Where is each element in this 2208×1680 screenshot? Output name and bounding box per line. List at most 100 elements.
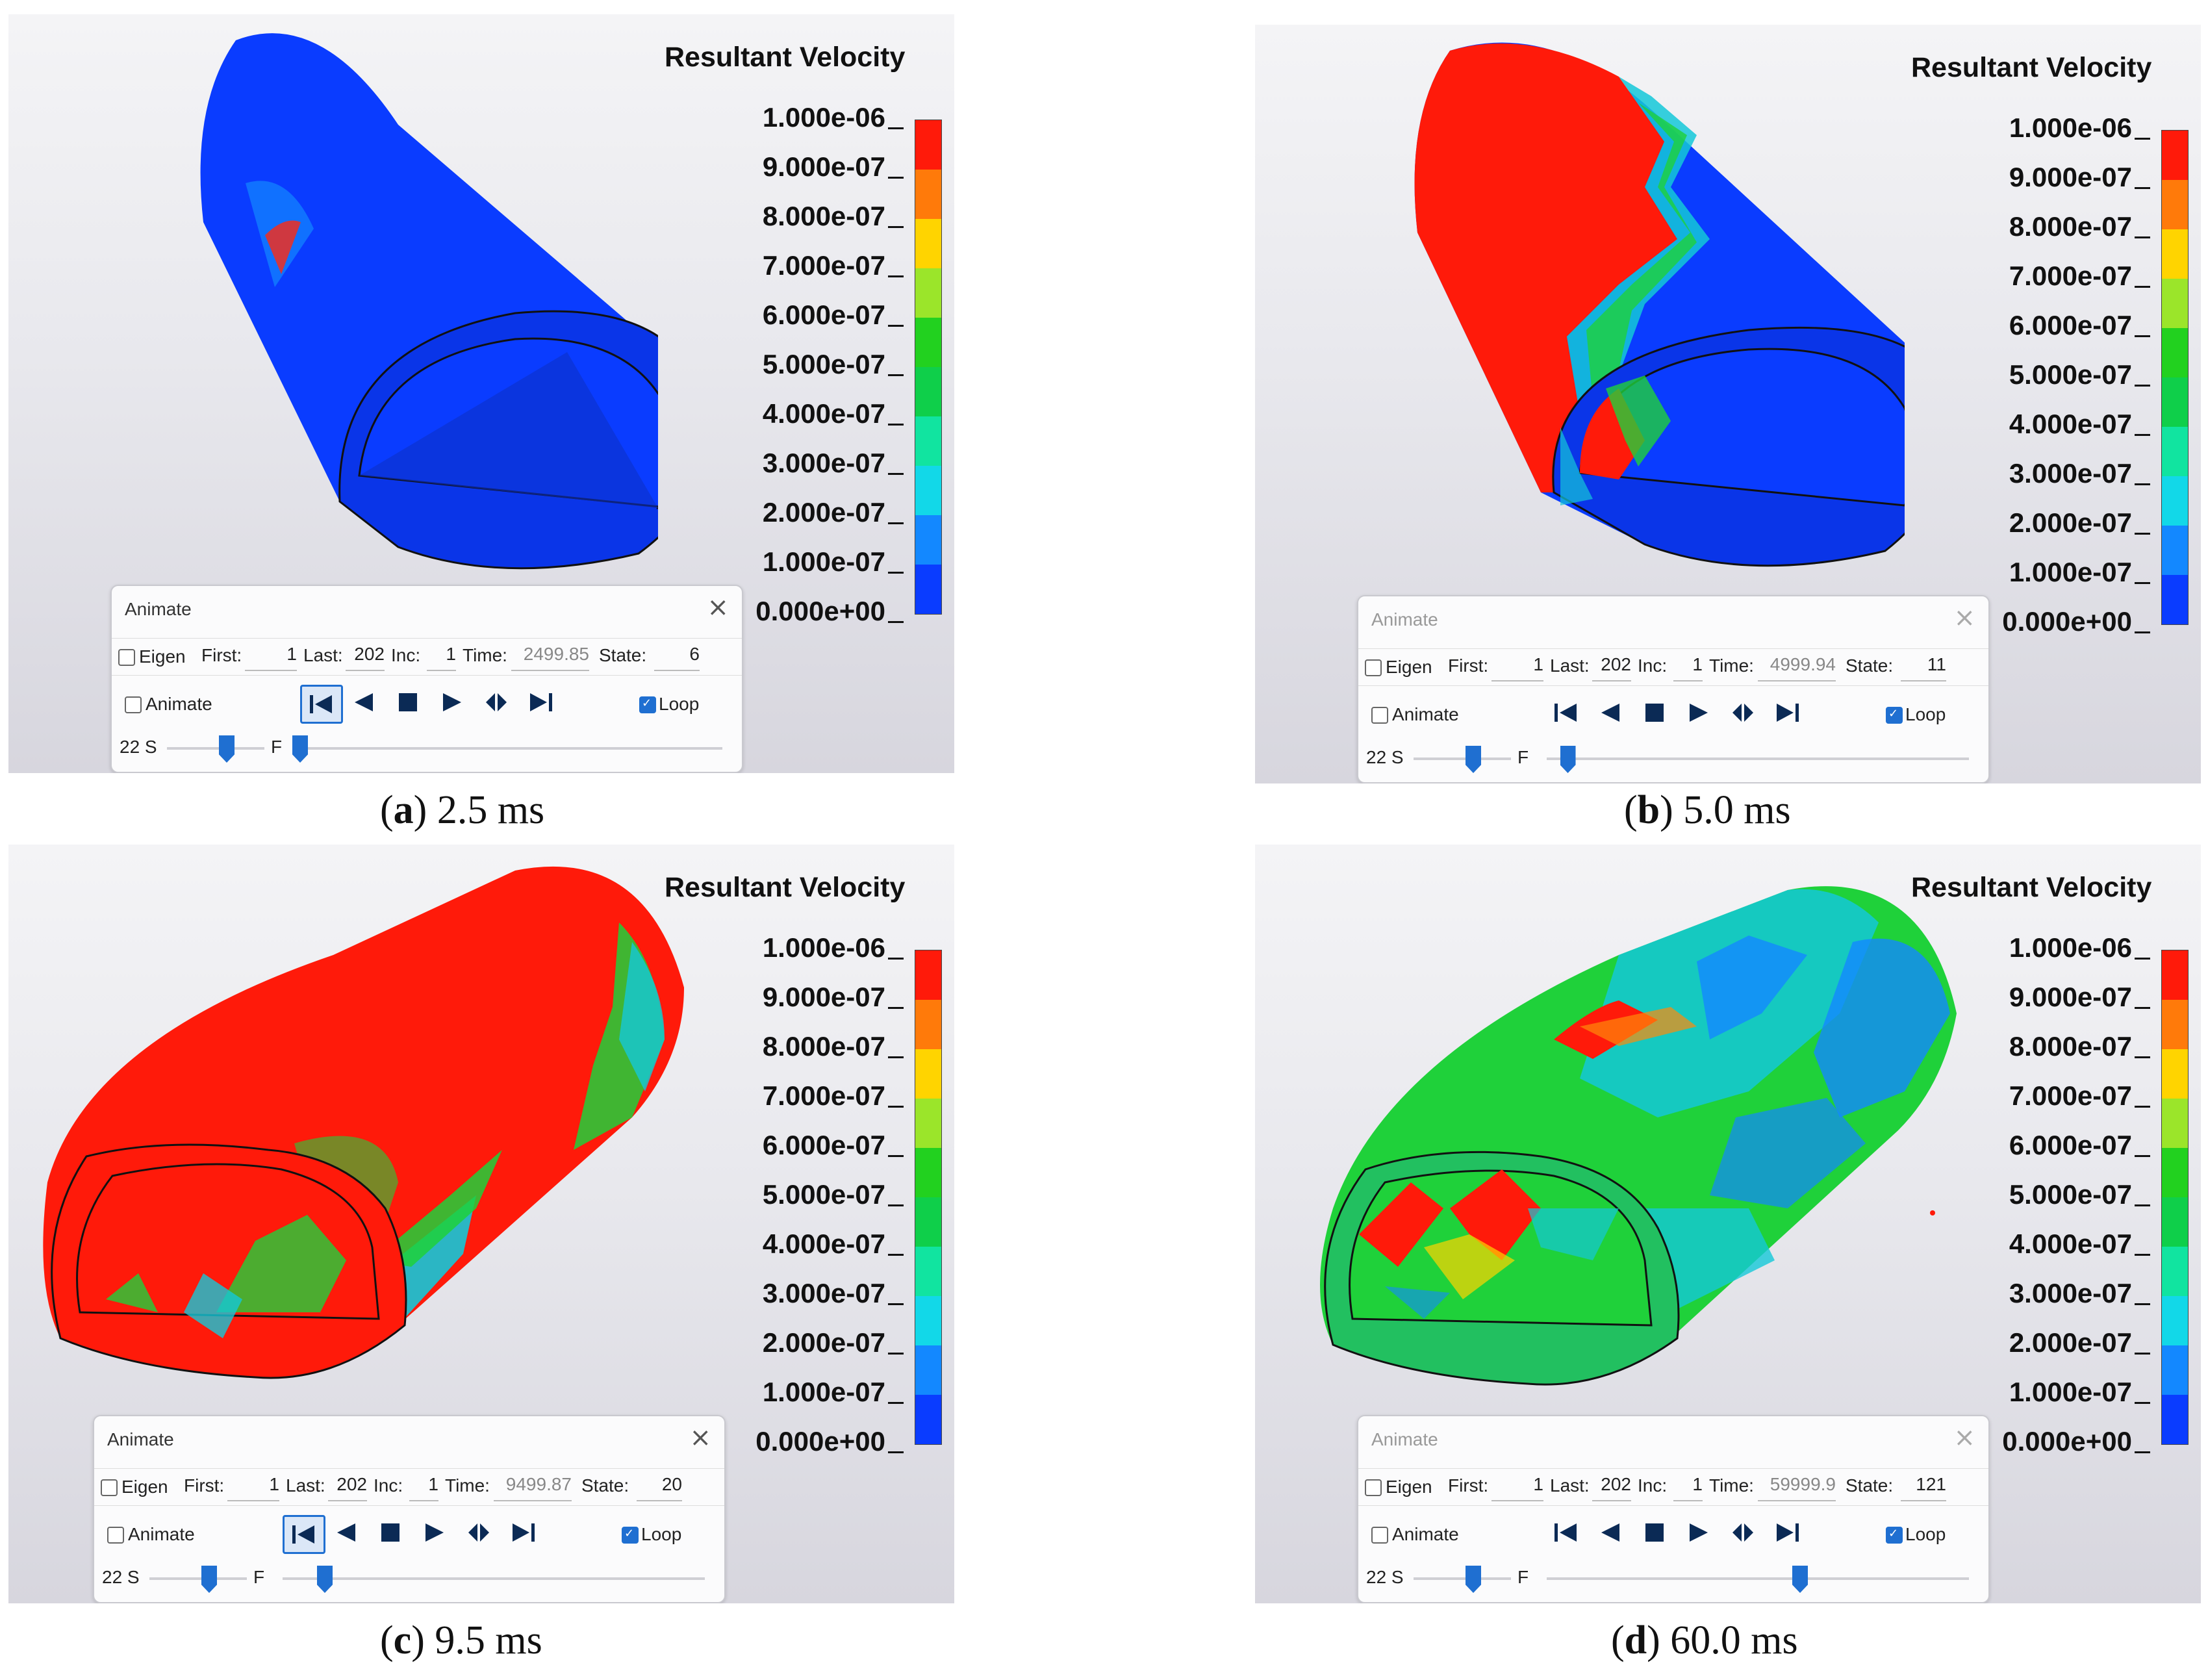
scale-label: 6.000e-07 xyxy=(2009,310,2151,340)
frame-slider[interactable] xyxy=(317,1566,333,1593)
frame-slider[interactable] xyxy=(292,735,308,763)
last-field[interactable]: 202 xyxy=(1592,654,1631,681)
play-button[interactable] xyxy=(433,685,472,720)
stop-button[interactable] xyxy=(388,685,427,720)
first-frame-button[interactable] xyxy=(300,685,343,724)
speed-slider[interactable] xyxy=(1466,746,1481,773)
last-frame-button[interactable] xyxy=(503,1515,542,1550)
panel-d: Resultant Velocity 1.000e-06 9.000e-07 8… xyxy=(1255,845,2201,1603)
scale-label: 7.000e-07 xyxy=(762,1080,904,1111)
first-field[interactable]: 1 xyxy=(1491,654,1543,681)
color-swatch xyxy=(2162,476,2188,526)
color-scale: 1.000e-06 9.000e-07 8.000e-07 7.000e-07 … xyxy=(1970,919,2201,1457)
skip-end-icon xyxy=(530,693,552,711)
last-field[interactable]: 202 xyxy=(328,1474,367,1501)
scale-label: 8.000e-07 xyxy=(762,201,904,231)
skip-start-icon xyxy=(1554,704,1577,722)
last-frame-button[interactable] xyxy=(1768,695,1807,730)
inc-field[interactable]: 1 xyxy=(409,1474,438,1501)
caption-time: 60.0 ms xyxy=(1670,1618,1798,1662)
bounce-button[interactable] xyxy=(477,685,516,720)
color-swatch xyxy=(915,268,941,318)
bounce-button[interactable] xyxy=(1723,695,1762,730)
color-swatch xyxy=(2162,1197,2188,1247)
loop-checkbox[interactable] xyxy=(1886,1527,1903,1544)
close-icon[interactable]: × xyxy=(1953,603,1975,633)
step-back-button[interactable] xyxy=(1591,1515,1630,1550)
last-frame-button[interactable] xyxy=(1768,1515,1807,1550)
play-button[interactable] xyxy=(1679,1515,1718,1550)
close-icon[interactable]: × xyxy=(707,592,729,622)
eigen-checkbox[interactable] xyxy=(101,1479,118,1496)
state-field[interactable]: 11 xyxy=(1901,654,1946,681)
color-swatch xyxy=(915,565,941,614)
stop-button[interactable] xyxy=(1635,1515,1674,1550)
step-back-button[interactable] xyxy=(1591,695,1630,730)
scale-label: 2.000e-07 xyxy=(762,497,904,528)
color-swatch xyxy=(2162,1000,2188,1049)
step-back-button[interactable] xyxy=(344,685,383,720)
close-icon[interactable]: × xyxy=(689,1423,711,1453)
last-field[interactable]: 202 xyxy=(1592,1474,1631,1501)
tunnel-model-a xyxy=(200,33,658,570)
color-swatch xyxy=(915,466,941,515)
play-button[interactable] xyxy=(415,1515,454,1550)
dialog-title: Animate xyxy=(1371,1429,1438,1449)
first-label: First: xyxy=(1448,1475,1489,1495)
first-field[interactable]: 1 xyxy=(1491,1474,1543,1501)
eigen-checkbox[interactable] xyxy=(118,649,135,666)
scale-label: 1.000e-06 xyxy=(762,102,904,133)
first-field[interactable]: 1 xyxy=(245,644,297,671)
first-frame-button[interactable] xyxy=(1547,695,1586,730)
frame-slider[interactable] xyxy=(1560,746,1576,773)
scale-label: 6.000e-07 xyxy=(2009,1130,2151,1160)
first-field[interactable]: 1 xyxy=(227,1474,279,1501)
bounce-icon xyxy=(486,693,507,711)
first-label: First: xyxy=(184,1475,225,1495)
color-swatch xyxy=(915,1049,941,1099)
scale-label: 0.000e+00 xyxy=(2002,1426,2150,1457)
speed-slider[interactable] xyxy=(1466,1566,1481,1593)
stop-button[interactable] xyxy=(371,1515,410,1550)
inc-field[interactable]: 1 xyxy=(427,644,456,671)
first-frame-button[interactable] xyxy=(1547,1515,1586,1550)
step-back-icon xyxy=(337,1523,355,1542)
state-field[interactable]: 20 xyxy=(637,1474,682,1501)
caption-time: 5.0 ms xyxy=(1683,788,1791,832)
loop-label: Loop xyxy=(641,1524,682,1544)
bounce-button[interactable] xyxy=(1723,1515,1762,1550)
speed-slider[interactable] xyxy=(219,735,235,763)
play-icon xyxy=(1690,1523,1708,1542)
speed-slider[interactable] xyxy=(201,1566,217,1593)
bounce-button[interactable] xyxy=(459,1515,498,1550)
stop-button[interactable] xyxy=(1635,695,1674,730)
loop-checkbox[interactable] xyxy=(1886,707,1903,724)
skip-start-icon xyxy=(310,695,332,713)
scale-label: 9.000e-07 xyxy=(762,982,904,1012)
loop-checkbox[interactable] xyxy=(639,696,656,713)
last-field[interactable]: 202 xyxy=(346,644,385,671)
animate-checkbox[interactable] xyxy=(1371,1527,1388,1544)
eigen-label: Eigen xyxy=(139,646,186,667)
state-label: State: xyxy=(599,645,647,665)
scale-label: 7.000e-07 xyxy=(2009,261,2151,291)
animate-checkbox[interactable] xyxy=(107,1527,124,1544)
animate-checkbox[interactable] xyxy=(1371,707,1388,724)
loop-checkbox[interactable] xyxy=(622,1527,639,1544)
legend-title: Resultant Velocity xyxy=(665,42,906,73)
frame-slider[interactable] xyxy=(1792,1566,1808,1593)
state-field[interactable]: 121 xyxy=(1901,1474,1946,1501)
close-icon[interactable]: × xyxy=(1953,1423,1975,1453)
step-back-button[interactable] xyxy=(327,1515,366,1550)
color-swatch xyxy=(2162,180,2188,229)
play-icon xyxy=(1690,704,1708,722)
animate-checkbox[interactable] xyxy=(125,696,142,713)
play-button[interactable] xyxy=(1679,695,1718,730)
eigen-checkbox[interactable] xyxy=(1365,659,1382,676)
state-field[interactable]: 6 xyxy=(654,644,700,671)
last-frame-button[interactable] xyxy=(521,685,560,720)
inc-field[interactable]: 1 xyxy=(1673,1474,1703,1501)
first-frame-button[interactable] xyxy=(283,1515,325,1554)
inc-field[interactable]: 1 xyxy=(1673,654,1703,681)
eigen-checkbox[interactable] xyxy=(1365,1479,1382,1496)
